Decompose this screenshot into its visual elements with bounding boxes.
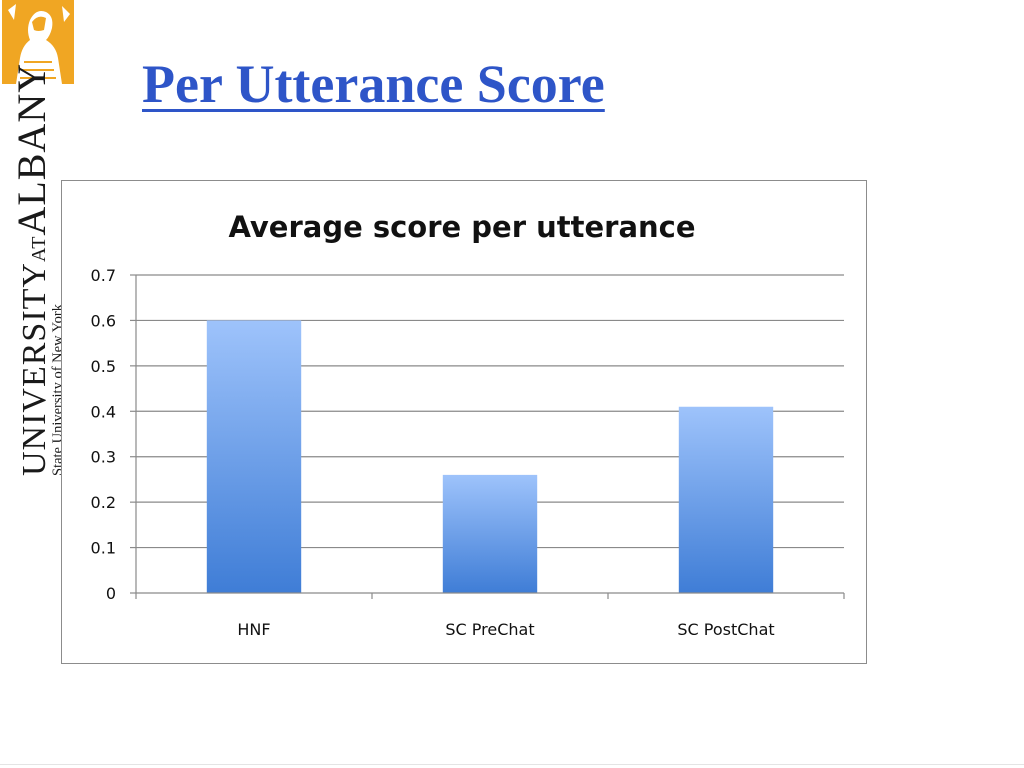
chart-container: Average score per utterance 0 0.1 0.2 0.3 0.… bbox=[61, 180, 867, 664]
y-tick-label: 0.2 bbox=[91, 493, 116, 512]
y-tick-label: 0.5 bbox=[91, 357, 116, 376]
footer-divider bbox=[0, 764, 1024, 765]
bar-sc-prechat bbox=[442, 474, 538, 593]
y-tick-label: 0.4 bbox=[91, 402, 116, 421]
y-tick-label: 0.6 bbox=[91, 311, 116, 330]
x-category-label: SC PreChat bbox=[445, 620, 534, 639]
y-tick-label: 0.7 bbox=[91, 266, 116, 285]
bar-chart: Average score per utterance 0 0.1 0.2 0.3 0.… bbox=[91, 210, 845, 639]
x-category-label: HNF bbox=[237, 620, 270, 639]
y-tick-label: 0.3 bbox=[91, 448, 116, 467]
page-title: Per Utterance Score bbox=[142, 54, 605, 114]
y-tick-label: 0 bbox=[106, 584, 116, 603]
bar-hnf bbox=[206, 320, 302, 593]
x-category-label: SC PostChat bbox=[677, 620, 774, 639]
chart-title: Average score per utterance bbox=[228, 210, 695, 244]
bar-sc-postchat bbox=[678, 406, 774, 593]
university-seal-icon bbox=[2, 0, 74, 84]
y-tick-label: 0.1 bbox=[91, 539, 116, 558]
